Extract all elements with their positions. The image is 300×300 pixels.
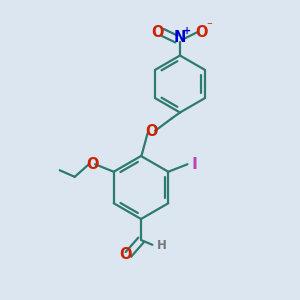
Text: O: O [195,25,208,40]
Text: N: N [174,30,186,45]
Text: H: H [157,239,167,252]
Text: I: I [191,157,197,172]
Text: O: O [152,25,164,40]
Text: O: O [86,157,98,172]
Text: +: + [182,26,191,37]
Text: O: O [145,124,158,140]
Text: O: O [120,247,132,262]
Text: ⁻: ⁻ [206,21,212,32]
